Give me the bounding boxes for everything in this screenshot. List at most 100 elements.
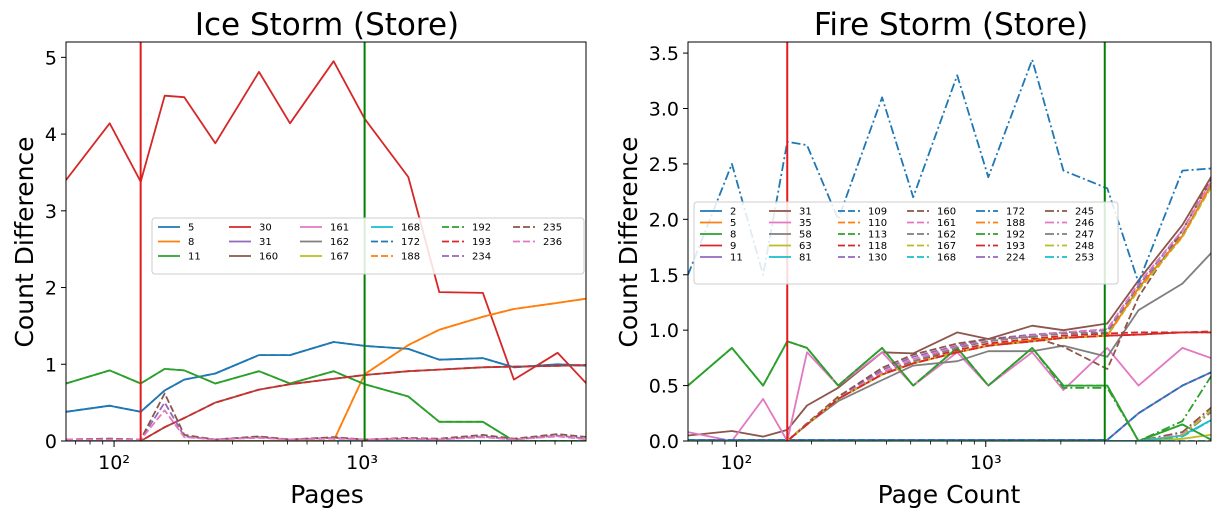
legend-label-246: 246 <box>1075 218 1094 229</box>
y-tick-label: 4 <box>45 124 57 146</box>
legend-label-8: 8 <box>730 230 736 241</box>
series-line-11 <box>688 371 1211 441</box>
y-tick-label: 3 <box>45 201 57 223</box>
series-line-235 <box>66 392 586 441</box>
legend-label-167: 167 <box>937 241 956 252</box>
series-line-31 <box>688 175 1211 438</box>
series-line-160 <box>688 177 1211 441</box>
legend-label-188: 188 <box>1006 218 1025 229</box>
y-axis-label: Count Difference <box>10 136 39 347</box>
series-line-130 <box>688 179 1211 441</box>
legend-label-162: 162 <box>330 237 349 248</box>
panel-title: Ice Storm (Store) <box>195 7 459 43</box>
legend-label-224: 224 <box>1006 253 1025 264</box>
plot-area: 0.0 0.5 1.0 1.5 2.0 2.5 3.0 3.5 10² 10³ <box>649 41 1212 474</box>
legend-label-253: 253 <box>1075 253 1094 264</box>
series-line-236 <box>66 409 586 441</box>
legend-label-118: 118 <box>868 241 887 252</box>
legend-label-81: 81 <box>799 253 812 264</box>
legend-label-35: 35 <box>799 218 812 229</box>
legend-box <box>151 217 585 275</box>
legend-label-160: 160 <box>937 207 956 218</box>
legend-label-248: 248 <box>1075 241 1094 252</box>
series-line-5 <box>66 341 586 413</box>
legend-label-160: 160 <box>259 252 278 263</box>
legend-label-234: 234 <box>472 252 491 263</box>
y-tick-label: 1 <box>45 354 57 376</box>
legend-label-2: 2 <box>730 207 736 218</box>
legend-label-31: 31 <box>799 207 812 218</box>
legend-label-130: 130 <box>868 253 887 264</box>
y-tick-label: 1.0 <box>649 320 679 342</box>
series-group <box>66 60 586 441</box>
x-tick-label: 10² <box>98 452 130 474</box>
series-line-160 <box>66 364 586 441</box>
legend-label-5: 5 <box>188 223 194 234</box>
legend-label-247: 247 <box>1075 230 1094 241</box>
legend: 5 8 11 30 31 160 161 162 167 168 172 188 192 193 234 23… <box>151 217 585 275</box>
series-line-30 <box>66 60 586 385</box>
series-line-162 <box>688 184 1211 441</box>
x-axis-label: Page Count <box>878 480 1021 509</box>
legend-label-63: 63 <box>799 241 812 252</box>
x-axis-label: Pages <box>290 480 364 509</box>
legend-label-192: 192 <box>472 223 491 234</box>
series-line-161 <box>688 179 1211 441</box>
series-line-9 <box>688 331 1211 441</box>
legend-label-167: 167 <box>330 252 349 263</box>
y-tick-label: 0 <box>45 431 57 453</box>
legend-label-172: 172 <box>401 237 420 248</box>
legend-label-30: 30 <box>259 223 272 234</box>
y-tick-label: 2.5 <box>649 154 679 176</box>
plot-frame <box>65 41 587 442</box>
panel-fire-storm: Fire Storm (Store) Page Count Count Diff… <box>614 7 1212 509</box>
legend-label-110: 110 <box>868 218 887 229</box>
legend-label-11: 11 <box>188 252 201 263</box>
legend-label-5: 5 <box>730 218 736 229</box>
legend-label-172: 172 <box>1006 207 1025 218</box>
series-line-8 <box>66 297 586 441</box>
x-tick-label: 10² <box>720 452 752 474</box>
legend-label-193: 193 <box>1006 241 1025 252</box>
y-tick-label: 5 <box>45 47 57 69</box>
legend-label-236: 236 <box>543 237 562 248</box>
series-line-193 <box>688 331 1211 441</box>
y-tick-label: 2 <box>45 278 57 300</box>
y-tick-label: 0.5 <box>649 376 679 398</box>
series-group <box>688 58 1211 441</box>
y-tick-label: 1.5 <box>649 265 679 287</box>
legend-label-58: 58 <box>799 230 812 241</box>
series-line-192 <box>688 340 1211 441</box>
legend-label-31: 31 <box>259 237 272 248</box>
y-axis-label: Count Difference <box>614 136 643 347</box>
x-tick-label: 10³ <box>346 452 378 474</box>
legend-label-168: 168 <box>937 253 956 264</box>
series-line-172 <box>66 341 586 413</box>
y-tick-label: 3.5 <box>649 43 679 65</box>
y-tick-label: 3.0 <box>649 99 679 121</box>
series-line-35 <box>688 346 1211 441</box>
legend-label-161: 161 <box>330 223 349 234</box>
legend-box <box>693 201 1119 285</box>
legend-label-235: 235 <box>543 223 562 234</box>
legend-label-11: 11 <box>730 253 743 264</box>
series-line-193 <box>66 364 586 441</box>
series-line-192 <box>66 367 586 441</box>
legend: 2589113135586381109110113118130160161162… <box>693 201 1119 285</box>
legend-label-192: 192 <box>1006 230 1025 241</box>
series-line-81 <box>688 419 1211 441</box>
series-line-253 <box>688 419 1211 441</box>
legend-label-162: 162 <box>937 230 956 241</box>
legend-label-188: 188 <box>401 252 420 263</box>
legend-label-9: 9 <box>730 241 736 252</box>
legend-label-161: 161 <box>937 218 956 229</box>
panel-title: Fire Storm (Store) <box>814 7 1088 43</box>
y-tick-label: 0.0 <box>649 431 679 453</box>
legend-label-113: 113 <box>868 230 887 241</box>
legend-label-245: 245 <box>1075 207 1094 218</box>
x-tick-label: 10³ <box>970 452 1002 474</box>
legend-label-193: 193 <box>472 237 491 248</box>
legend-label-8: 8 <box>188 237 194 248</box>
